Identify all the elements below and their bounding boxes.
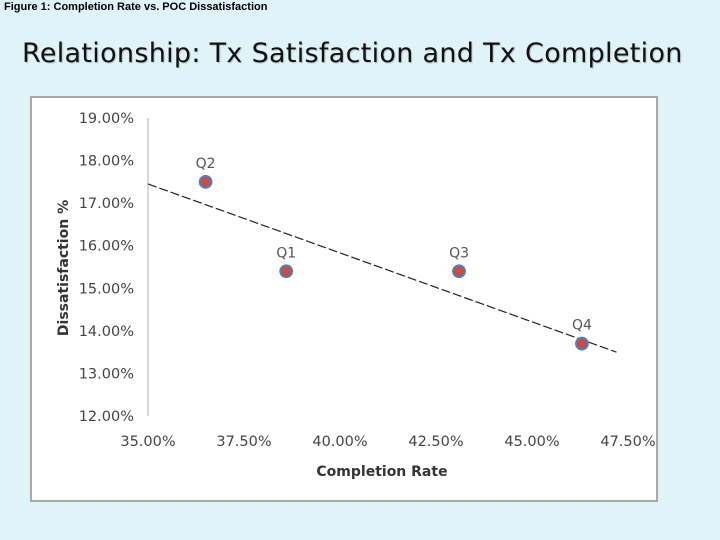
- data-point-q3: [452, 264, 466, 279]
- slide-title: Relationship: Tx Satisfaction and Tx Com…: [22, 38, 683, 69]
- y-tick-label: 19.00%: [79, 111, 134, 127]
- data-label-q2: Q2: [196, 156, 216, 172]
- y-tick-label: 15.00%: [79, 281, 134, 297]
- y-tick-label: 13.00%: [79, 366, 134, 382]
- axes-layer: 19.00% 18.00% 17.00% 16.00% 15.00% 14.00% 13.0…: [79, 111, 656, 450]
- trendline-layer: [147, 183, 617, 353]
- data-point-q1: [279, 264, 294, 279]
- x-tick-label: 37.50%: [216, 434, 271, 450]
- y-tick-label: 12.00%: [79, 409, 134, 425]
- x-axis-title: Completion Rate: [316, 464, 447, 480]
- data-label-q4: Q4: [572, 318, 592, 334]
- y-tick-label: 18.00%: [79, 154, 134, 170]
- data-point-q4: [575, 336, 589, 351]
- y-tick-label: 16.00%: [79, 239, 134, 255]
- y-tick-label: 17.00%: [79, 196, 134, 212]
- chart-frame: 19.00% 18.00% 17.00% 16.00% 15.00% 14.00% 13.0…: [30, 96, 658, 502]
- figure-caption: Figure 1: Completion Rate vs. POC Dissat…: [4, 1, 268, 13]
- x-tick-label: 42.50%: [408, 434, 463, 450]
- y-axis-title: Dissatisfaction %: [56, 200, 72, 336]
- x-tick-label: 45.00%: [504, 434, 559, 450]
- scatter-chart: 19.00% 18.00% 17.00% 16.00% 15.00% 14.00% 13.0…: [56, 111, 656, 480]
- x-tick-label: 40.00%: [312, 434, 367, 450]
- data-label-q3: Q3: [449, 245, 469, 261]
- data-point-q2: [198, 174, 213, 189]
- data-label-q1: Q1: [276, 245, 296, 261]
- x-tick-label: 35.00%: [120, 434, 175, 450]
- trendline: [147, 183, 617, 353]
- y-tick-label: 14.00%: [79, 324, 134, 340]
- points-layer: Q2 Q1 Q3 Q4: [196, 156, 592, 351]
- x-tick-label: 47.50%: [600, 434, 655, 450]
